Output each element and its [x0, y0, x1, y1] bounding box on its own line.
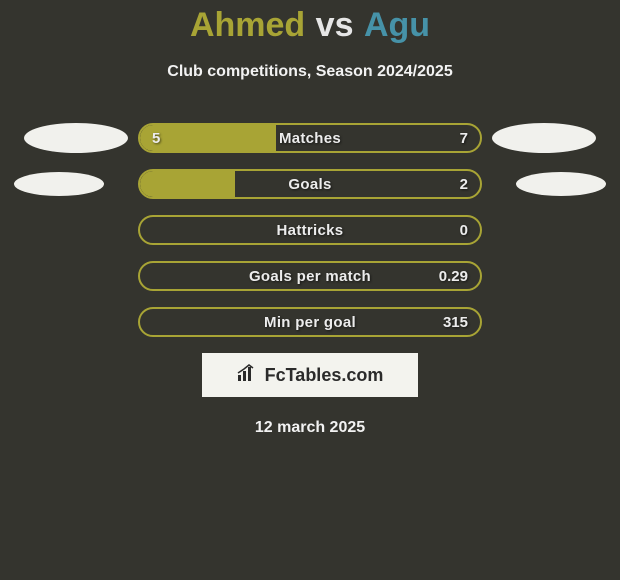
date-text: 12 march 2025 — [0, 419, 620, 437]
stat-row: Goals per match0.29 — [0, 261, 620, 291]
stat-label: Matches — [140, 125, 480, 151]
player2-oval — [492, 123, 596, 153]
stat-label: Min per goal — [140, 309, 480, 335]
stat-row: Goals2 — [0, 169, 620, 199]
stat-bar: Min per goal315 — [138, 307, 482, 337]
stat-row: Hattricks0 — [0, 215, 620, 245]
comparison-title: Ahmed vs Agu — [0, 0, 620, 45]
stat-label: Hattricks — [140, 217, 480, 243]
stats-rows: 5Matches7 Goals2 Hattricks0 Goals per match… — [0, 123, 620, 337]
stat-bar: Hattricks0 — [138, 215, 482, 245]
stat-label: Goals per match — [140, 263, 480, 289]
spacer — [492, 307, 596, 337]
spacer — [492, 261, 596, 291]
stat-right-value: 0.29 — [439, 263, 468, 289]
player2-oval — [516, 172, 606, 196]
stat-label: Goals — [140, 171, 480, 197]
stat-row: Min per goal315 — [0, 307, 620, 337]
stat-right-value: 2 — [460, 171, 468, 197]
player1-oval — [14, 172, 104, 196]
player1-oval — [24, 123, 128, 153]
spacer — [24, 307, 128, 337]
player1-name: Ahmed — [190, 6, 305, 44]
brand-box[interactable]: FcTables.com — [202, 353, 418, 397]
stat-bar: Goals2 — [138, 169, 482, 199]
vs-text: vs — [316, 6, 354, 44]
stat-bar: Goals per match0.29 — [138, 261, 482, 291]
stat-right-value: 7 — [460, 125, 468, 151]
brand-text: FcTables.com — [265, 365, 384, 386]
subtitle: Club competitions, Season 2024/2025 — [0, 63, 620, 81]
stat-bar: 5Matches7 — [138, 123, 482, 153]
spacer — [492, 215, 596, 245]
player2-name: Agu — [364, 6, 430, 44]
spacer — [24, 215, 128, 245]
stat-right-value: 0 — [460, 217, 468, 243]
spacer — [24, 261, 128, 291]
stat-row: 5Matches7 — [0, 123, 620, 153]
stat-right-value: 315 — [443, 309, 468, 335]
bar-chart-icon — [237, 364, 259, 387]
